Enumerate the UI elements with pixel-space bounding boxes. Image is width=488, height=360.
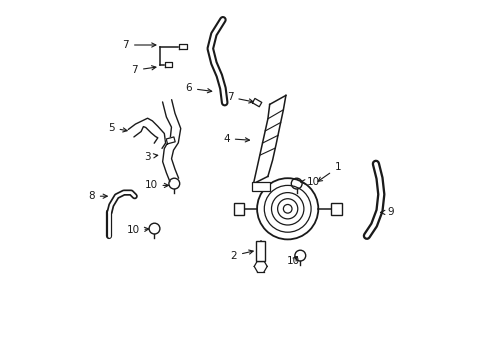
Text: 10: 10 <box>126 225 148 235</box>
FancyBboxPatch shape <box>256 241 264 261</box>
Text: 6: 6 <box>185 83 211 93</box>
Text: 10: 10 <box>144 180 168 190</box>
Text: 2: 2 <box>230 250 253 261</box>
Text: 5: 5 <box>108 123 127 133</box>
Polygon shape <box>253 95 285 184</box>
Text: 1: 1 <box>317 162 341 181</box>
FancyBboxPatch shape <box>233 203 244 215</box>
Polygon shape <box>164 62 172 67</box>
Text: 8: 8 <box>88 191 107 201</box>
Text: 9: 9 <box>380 207 393 217</box>
Polygon shape <box>252 98 261 107</box>
Text: 3: 3 <box>143 152 158 162</box>
Text: 7: 7 <box>122 40 156 50</box>
Text: 10: 10 <box>300 177 319 187</box>
Text: 10: 10 <box>286 256 299 266</box>
Text: 4: 4 <box>223 134 249 144</box>
Text: 7: 7 <box>226 92 253 103</box>
FancyBboxPatch shape <box>251 182 269 191</box>
Polygon shape <box>178 44 186 49</box>
FancyBboxPatch shape <box>330 203 341 215</box>
Polygon shape <box>166 137 175 144</box>
Text: 7: 7 <box>131 65 156 75</box>
